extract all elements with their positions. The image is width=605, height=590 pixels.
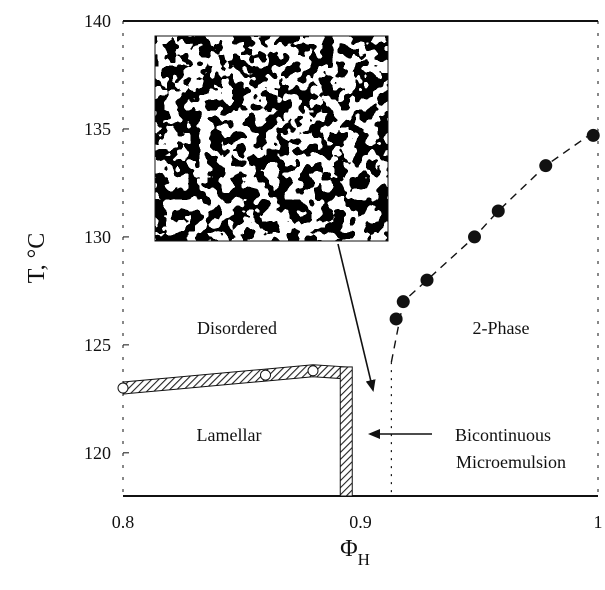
data-point — [389, 312, 403, 326]
lamellar-vertical-boundary — [339, 366, 353, 497]
inset-texture — [155, 36, 388, 241]
data-points — [389, 128, 600, 326]
label-bicontinuous: Bicontinuous — [455, 425, 551, 445]
x-tick-label: 1 — [594, 512, 603, 532]
lamellar-boundary-marker — [117, 382, 129, 394]
y-tick-label: 130 — [84, 227, 111, 247]
y-tick-label: 125 — [84, 335, 111, 355]
x-axis-title-symbol: Φ — [340, 536, 358, 562]
data-point — [539, 159, 553, 173]
y-tick-labels: 120 125 130 135 140 — [84, 11, 129, 463]
y-axis-title: T, °C — [24, 233, 50, 283]
label-two-phase: 2-Phase — [473, 318, 530, 338]
data-point — [420, 273, 434, 287]
x-axis-title-subscript: H — [358, 550, 370, 569]
y-tick-label: 135 — [84, 119, 111, 139]
label-lamellar: Lamellar — [197, 425, 262, 445]
x-tick-label: 0.8 — [112, 512, 135, 532]
inset-pointer-arrow — [337, 243, 376, 392]
x-axis-title: ΦH — [340, 536, 370, 569]
lamellar-boundary-marker — [260, 369, 271, 381]
label-disordered: Disordered — [197, 318, 277, 338]
y-tick-label: 140 — [84, 11, 111, 31]
data-point — [396, 295, 410, 309]
microstructure-inset — [154, 35, 389, 242]
inset-border — [154, 35, 389, 242]
label-microemulsion: Microemulsion — [456, 452, 566, 472]
x-tick-label: 0.9 — [349, 512, 372, 532]
y-tick-label: 120 — [84, 443, 111, 463]
axes — [122, 20, 599, 497]
x-tick-labels: 0.8 0.9 1 — [112, 512, 603, 532]
data-point — [491, 204, 505, 218]
data-point — [586, 128, 600, 142]
lamellar-boundary-marker — [307, 365, 319, 377]
data-point — [468, 230, 481, 244]
